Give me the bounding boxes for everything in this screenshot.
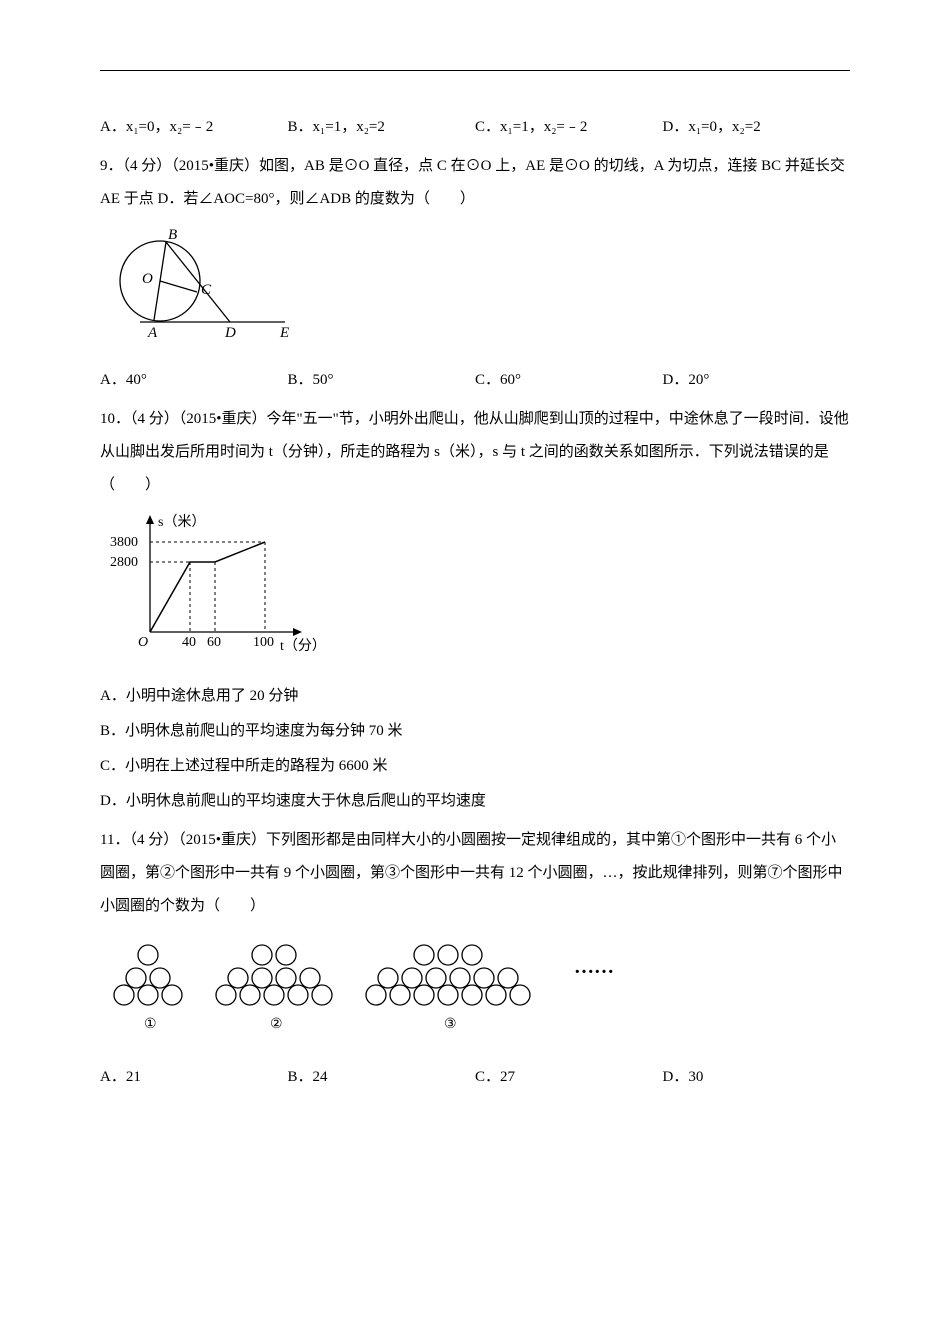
- q9-options: A．40° B．50° C．60° D．20°: [100, 364, 850, 397]
- svg-text:O: O: [142, 271, 153, 287]
- svg-text:60: 60: [207, 635, 221, 650]
- q10-opt-b: B．小明休息前爬山的平均速度为每分钟 70 米: [100, 715, 850, 748]
- svg-text:E: E: [279, 325, 289, 341]
- svg-text:100: 100: [253, 635, 274, 650]
- q10-figure: s（米） 3800 2800 O 40 60 100 t（分）: [100, 512, 850, 670]
- page-top-rule: [100, 70, 850, 71]
- q10-opt-d: D．小明休息前爬山的平均速度大于休息后爬山的平均速度: [100, 785, 850, 818]
- svg-text:t（分）: t（分）: [280, 638, 326, 654]
- q11-opt-d: D．30: [663, 1061, 851, 1094]
- svg-text:C: C: [201, 282, 212, 298]
- svg-text:A: A: [147, 325, 158, 341]
- q10-svg: s（米） 3800 2800 O 40 60 100 t（分）: [100, 512, 330, 657]
- svg-text:……: ……: [574, 956, 614, 978]
- q10-stem: 10．（4 分）（2015•重庆）今年"五一"节，小明外出爬山，他从山脚爬到山顶…: [100, 403, 850, 502]
- q11-options: A．21 B．24 C．27 D．30: [100, 1061, 850, 1094]
- q11-opt-b: B．24: [288, 1061, 476, 1094]
- q9-opt-d: D．20°: [663, 364, 851, 397]
- q11-svg: ① ② ③ ……: [100, 933, 720, 1038]
- q8-opt-c: C．x₁=1，x₂=﹣2: [475, 111, 663, 144]
- svg-text:3800: 3800: [110, 535, 138, 550]
- q8-opt-b: B．x₁=1，x₂=2: [288, 111, 476, 144]
- q10-options: A．小明中途休息用了 20 分钟 B．小明休息前爬山的平均速度为每分钟 70 米…: [100, 680, 850, 818]
- svg-text:①: ①: [144, 1017, 157, 1032]
- q9-stem: 9．（4 分）（2015•重庆）如图，AB 是⊙O 直径，点 C 在⊙O 上，A…: [100, 150, 850, 216]
- svg-text:②: ②: [270, 1017, 283, 1032]
- svg-text:40: 40: [182, 635, 196, 650]
- svg-text:O: O: [138, 635, 148, 650]
- q11-opt-a: A．21: [100, 1061, 288, 1094]
- q10-opt-a: A．小明中途休息用了 20 分钟: [100, 680, 850, 713]
- q8-options: A．x₁=0，x₂=﹣2 B．x₁=1，x₂=2 C．x₁=1，x₂=﹣2 D．…: [100, 111, 850, 144]
- q9-opt-c: C．60°: [475, 364, 663, 397]
- q11-stem: 11．（4 分）（2015•重庆）下列图形都是由同样大小的小圆圈按一定规律组成的…: [100, 824, 850, 923]
- svg-text:③: ③: [444, 1017, 457, 1032]
- q10-opt-c: C．小明在上述过程中所走的路程为 6600 米: [100, 750, 850, 783]
- q9-opt-b: B．50°: [288, 364, 476, 397]
- svg-text:B: B: [168, 227, 177, 243]
- svg-text:D: D: [224, 325, 236, 341]
- q8-opt-a: A．x₁=0，x₂=﹣2: [100, 111, 288, 144]
- q11-opt-c: C．27: [475, 1061, 663, 1094]
- svg-text:s（米）: s（米）: [158, 514, 205, 530]
- q11-figure: ① ② ③ ……: [100, 933, 850, 1051]
- svg-text:2800: 2800: [110, 555, 138, 570]
- q9-svg: B O C A D E: [100, 226, 310, 341]
- q9-opt-a: A．40°: [100, 364, 288, 397]
- q9-figure: B O C A D E: [100, 226, 850, 354]
- q8-opt-d: D．x₁=0，x₂=2: [663, 111, 851, 144]
